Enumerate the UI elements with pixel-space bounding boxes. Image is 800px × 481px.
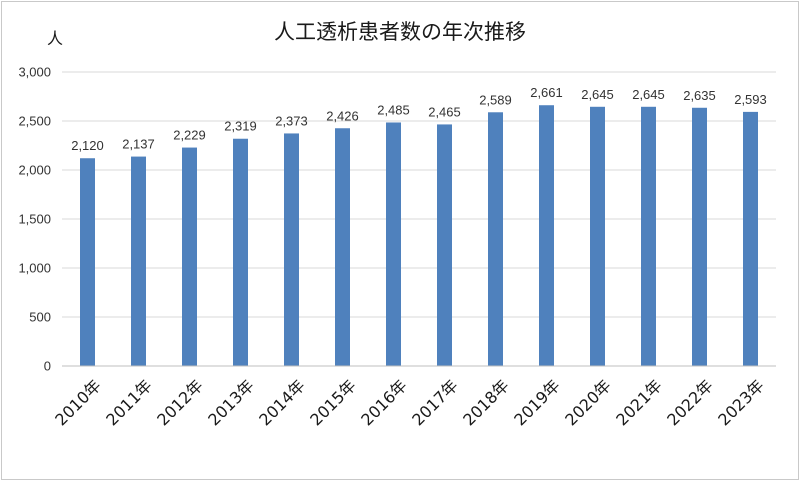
- y-tick-label: 1,500: [18, 212, 51, 227]
- x-tick-label: 2020年: [561, 376, 615, 430]
- data-label: 2,229: [173, 128, 206, 143]
- bar: [488, 112, 503, 366]
- bars: [80, 105, 758, 367]
- data-label: 2,120: [71, 138, 104, 153]
- y-tick-label: 1,000: [18, 261, 51, 276]
- y-tick-label: 3,000: [18, 65, 51, 80]
- x-tick-label: 2010年: [51, 376, 105, 430]
- y-axis-ticks: 0 500 1,000 1,500 2,000 2,500 3,000: [18, 65, 51, 374]
- bar: [386, 122, 401, 366]
- y-tick-label: 2,500: [18, 114, 51, 129]
- x-tick-label: 2017年: [408, 376, 462, 430]
- x-tick-label: 2013年: [204, 376, 258, 430]
- x-tick-label: 2023年: [714, 376, 768, 430]
- y-tick-label: 500: [29, 310, 51, 325]
- data-label: 2,661: [530, 85, 563, 100]
- gridlines: [62, 71, 776, 318]
- bar: [590, 106, 605, 366]
- data-label: 2,589: [479, 92, 512, 107]
- bar: [641, 106, 656, 366]
- chart-title: 人工透析患者数の年次推移: [274, 20, 526, 44]
- x-tick-label: 2016年: [357, 376, 411, 430]
- bar: [233, 138, 248, 366]
- x-tick-label: 2011年: [102, 376, 156, 430]
- data-label: 2,319: [224, 119, 257, 134]
- bar: [182, 147, 197, 366]
- x-tick-label: 2022年: [663, 376, 717, 430]
- data-label: 2,426: [326, 108, 359, 123]
- y-tick-label: 2,000: [18, 163, 51, 178]
- data-label: 2,645: [581, 87, 614, 102]
- bar: [437, 124, 452, 367]
- bar: [80, 158, 95, 366]
- data-label: 2,593: [734, 92, 767, 107]
- x-tick-label: 2015年: [306, 376, 360, 430]
- data-label: 2,485: [377, 102, 410, 117]
- data-label: 2,137: [122, 137, 155, 152]
- data-label: 2,635: [683, 88, 716, 103]
- bar: [131, 156, 146, 366]
- x-axis-ticks: 2010年2011年2012年2013年2014年2015年2016年2017年…: [51, 376, 768, 430]
- bar: [743, 111, 758, 366]
- bar: [284, 133, 299, 366]
- bar: [692, 107, 707, 367]
- bar: [539, 105, 554, 367]
- x-tick-label: 2018年: [459, 376, 513, 430]
- x-tick-label: 2021年: [612, 376, 666, 430]
- data-label: 2,373: [275, 113, 308, 128]
- x-tick-label: 2014年: [255, 376, 309, 430]
- data-label: 2,465: [428, 104, 461, 119]
- y-axis-unit-label: 人: [47, 29, 63, 48]
- x-tick-label: 2019年: [510, 376, 564, 430]
- y-tick-label: 0: [44, 359, 51, 374]
- data-label: 2,645: [632, 87, 665, 102]
- bar: [335, 128, 350, 366]
- data-labels: 2,120 2,137 2,229 2,319 2,373 2,426 2,485 2,465…: [71, 85, 767, 153]
- x-tick-label: 2012年: [153, 376, 207, 430]
